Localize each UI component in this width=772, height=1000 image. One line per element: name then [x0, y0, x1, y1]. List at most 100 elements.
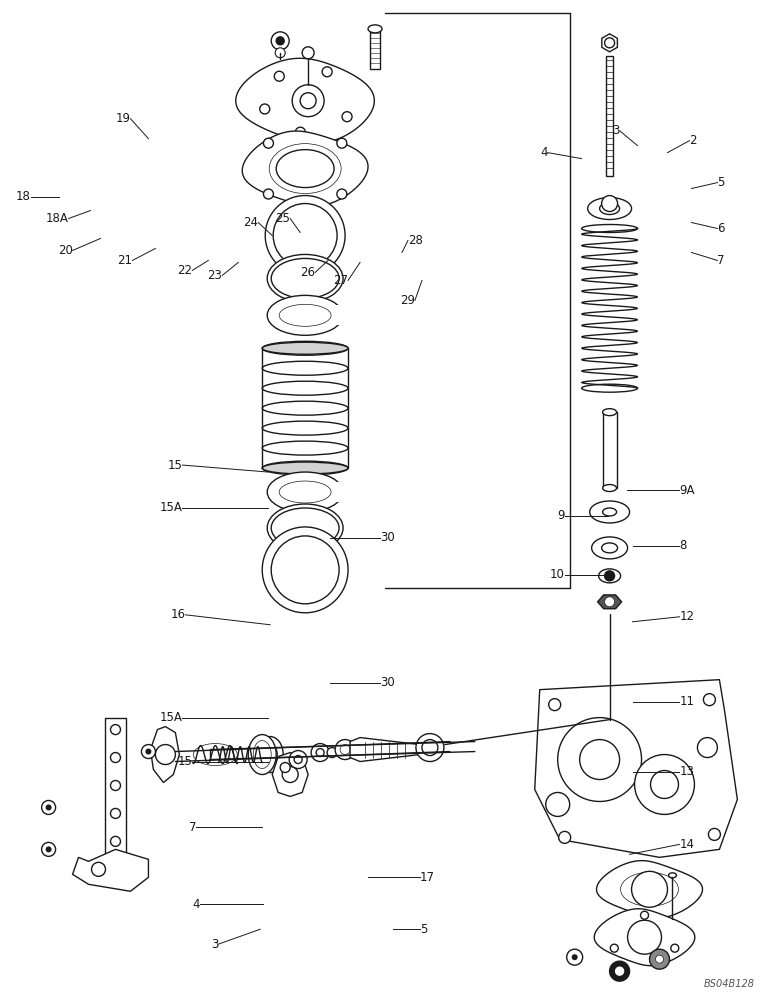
Text: 9: 9: [557, 509, 564, 522]
Circle shape: [604, 571, 615, 581]
Circle shape: [604, 597, 615, 607]
Ellipse shape: [669, 873, 676, 878]
Circle shape: [615, 967, 624, 975]
Text: 10: 10: [550, 568, 564, 581]
Polygon shape: [73, 849, 148, 891]
Text: 17: 17: [420, 871, 435, 884]
Text: 23: 23: [208, 269, 222, 282]
Ellipse shape: [262, 401, 348, 415]
Polygon shape: [273, 753, 308, 796]
Text: 5: 5: [420, 923, 428, 936]
Circle shape: [342, 112, 352, 122]
Text: 3: 3: [612, 124, 620, 137]
Polygon shape: [597, 861, 703, 918]
Ellipse shape: [263, 745, 277, 765]
Polygon shape: [594, 909, 695, 966]
Text: 26: 26: [300, 266, 315, 279]
Circle shape: [557, 718, 642, 801]
Text: BS04B128: BS04B128: [703, 979, 754, 989]
Text: 2: 2: [689, 134, 697, 147]
Circle shape: [274, 71, 284, 81]
Ellipse shape: [601, 543, 618, 553]
Text: 9A: 9A: [679, 484, 695, 497]
Text: 4: 4: [193, 898, 201, 911]
Circle shape: [641, 911, 648, 919]
Circle shape: [628, 920, 662, 954]
Bar: [603, 412, 617, 488]
Polygon shape: [598, 595, 621, 609]
Circle shape: [327, 748, 337, 758]
Text: 30: 30: [380, 531, 394, 544]
Circle shape: [580, 740, 620, 779]
Circle shape: [571, 954, 577, 960]
Circle shape: [283, 767, 298, 782]
Text: 13: 13: [679, 765, 694, 778]
Circle shape: [110, 780, 120, 790]
Ellipse shape: [600, 203, 620, 215]
Circle shape: [42, 842, 56, 856]
Text: 5: 5: [717, 176, 725, 189]
Text: 3: 3: [211, 938, 218, 951]
Circle shape: [335, 740, 355, 760]
Circle shape: [604, 38, 615, 48]
Text: 19: 19: [116, 112, 130, 125]
Circle shape: [549, 699, 560, 711]
Circle shape: [296, 127, 306, 137]
Text: 8: 8: [679, 539, 687, 552]
Circle shape: [110, 753, 120, 763]
Text: 14: 14: [679, 838, 695, 851]
Polygon shape: [602, 34, 618, 52]
Circle shape: [302, 47, 314, 59]
Text: 15: 15: [168, 459, 182, 472]
Circle shape: [259, 104, 269, 114]
Ellipse shape: [269, 144, 341, 194]
Ellipse shape: [581, 384, 638, 392]
Circle shape: [567, 949, 583, 965]
Ellipse shape: [267, 295, 343, 335]
Ellipse shape: [262, 361, 348, 375]
Bar: [325, 305, 350, 325]
Text: 12: 12: [679, 610, 695, 623]
Circle shape: [611, 944, 618, 952]
Text: 15: 15: [178, 755, 192, 768]
Circle shape: [275, 48, 285, 58]
Ellipse shape: [621, 872, 679, 906]
Ellipse shape: [587, 198, 631, 220]
Ellipse shape: [262, 462, 348, 474]
Text: 20: 20: [58, 244, 73, 257]
Circle shape: [655, 955, 663, 963]
Bar: [370, 29, 380, 69]
Circle shape: [155, 745, 175, 765]
Text: 18A: 18A: [46, 212, 69, 225]
Circle shape: [337, 189, 347, 199]
Circle shape: [651, 771, 679, 798]
Circle shape: [110, 808, 120, 818]
Text: 28: 28: [408, 234, 423, 247]
Circle shape: [263, 138, 273, 148]
Ellipse shape: [262, 461, 348, 475]
Ellipse shape: [249, 735, 276, 775]
Ellipse shape: [262, 381, 348, 395]
Ellipse shape: [591, 537, 628, 559]
Ellipse shape: [266, 196, 345, 275]
Text: 15A: 15A: [160, 501, 182, 514]
Ellipse shape: [262, 421, 348, 435]
Bar: [104, 718, 127, 869]
Ellipse shape: [253, 741, 271, 769]
Ellipse shape: [273, 204, 337, 267]
Ellipse shape: [271, 536, 339, 604]
Circle shape: [263, 189, 273, 199]
Text: 30: 30: [380, 676, 394, 689]
Text: 15A: 15A: [160, 711, 182, 724]
Circle shape: [46, 804, 52, 810]
Ellipse shape: [271, 258, 339, 298]
Circle shape: [546, 792, 570, 816]
Ellipse shape: [193, 744, 237, 766]
Ellipse shape: [276, 150, 334, 188]
Circle shape: [709, 828, 720, 840]
Circle shape: [697, 738, 717, 758]
Ellipse shape: [262, 527, 348, 613]
Circle shape: [631, 871, 668, 907]
Circle shape: [337, 138, 347, 148]
Ellipse shape: [368, 25, 382, 33]
